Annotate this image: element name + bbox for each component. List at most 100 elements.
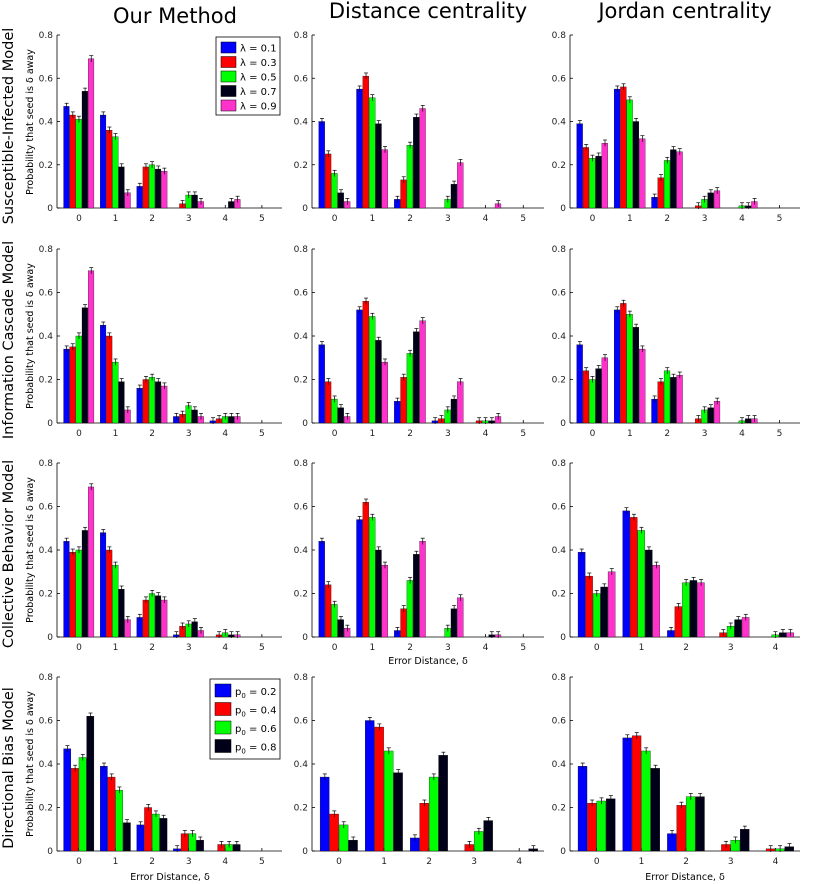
bar-3-cat-2: [406, 145, 414, 209]
bar-1-cat-0: [63, 748, 72, 852]
y-tick-label: 0.2: [294, 161, 308, 171]
bar-2-cat-1: [362, 75, 369, 209]
legend-label: λ = 0.9: [240, 102, 277, 113]
bar-3-cat-0: [78, 757, 87, 852]
bar-2-cat-2: [142, 379, 149, 424]
y-tick-label: 0.8: [294, 673, 309, 683]
bar-3-cat-2: [682, 582, 690, 638]
bar-4-cat-2: [155, 595, 162, 638]
bar-5-cat-2: [676, 374, 683, 424]
x-tick-label: 3: [445, 643, 451, 653]
chart-3-1: 0 0.2 0.4 0.6 0.8 0 1 2 3 4 5: [39, 459, 282, 653]
bar-4-cat-2: [689, 580, 698, 638]
y-tick-label: 0.6: [552, 289, 567, 299]
col-title-jordan-centrality: Jordan centrality: [596, 0, 771, 23]
x-tick-label: 5: [520, 643, 526, 653]
bar-2-cat-0: [582, 147, 590, 209]
y-tick-label: 0.4: [294, 118, 309, 128]
bar-2-cat-1: [362, 301, 369, 424]
x-tick-label: 2: [426, 857, 432, 867]
bar-4-cat-0: [81, 91, 88, 209]
y-tick-label: 0.8: [294, 245, 309, 255]
bar-5-cat-3: [713, 401, 721, 424]
bar-2-cat-2: [144, 807, 152, 852]
chart-4-2: 0 0.2 0.4 0.6 0.8 0 1 2 3 4: [294, 673, 544, 867]
bar-1-cat-1: [356, 309, 363, 424]
x-tick-label: 1: [627, 214, 633, 224]
x-tick-label: 5: [259, 214, 265, 224]
legend-swatch: [220, 99, 237, 112]
bar-1-cat-0: [319, 776, 330, 852]
y-tick-label: 0.2: [294, 376, 308, 386]
x-tick-label: 2: [407, 429, 413, 439]
bar-2-cat-0: [585, 575, 593, 638]
x-tick-label: 3: [702, 429, 708, 439]
x-tick-label: 4: [222, 214, 228, 224]
x-tick-label: 4: [739, 429, 745, 439]
x-tick-label: 4: [739, 214, 745, 224]
bar-5-cat-3: [457, 381, 464, 424]
legend-label: p0 = 0.8: [235, 743, 276, 756]
x-tick-label: 0: [76, 429, 82, 439]
bar-4-cat-2: [155, 168, 162, 209]
legend-swatch: [214, 683, 232, 698]
bar-3-cat-0: [75, 549, 82, 638]
bar-2-cat-0: [69, 114, 76, 209]
bar-4-cat-1: [632, 327, 640, 424]
bar-2-cat-1: [106, 335, 113, 424]
bar-3-cat-0: [592, 593, 601, 638]
legend-label: p0 = 0.4: [235, 706, 276, 719]
bar-1-cat-2: [651, 398, 658, 424]
legend-label: λ = 0.3: [240, 58, 277, 69]
bar-3-cat-1: [369, 517, 376, 638]
legend-swatch: [214, 702, 232, 716]
bar-3-cat-2: [148, 593, 155, 638]
legend-swatch: [220, 70, 237, 83]
bar-3-cat-0: [338, 824, 349, 852]
y-tick-label: 0.8: [294, 31, 309, 41]
bar-5-cat-0: [88, 270, 95, 424]
bar-2-cat-2: [419, 803, 429, 852]
bar-3-cat-0: [331, 604, 338, 638]
y-tick-label: 0.2: [39, 161, 53, 171]
x-tick-label: 5: [777, 214, 783, 224]
y-tick-label: 0.4: [39, 332, 54, 342]
bar-4-cat-0: [595, 368, 602, 424]
y-axis-labels: Probability that seed is δ away Probabil…: [25, 49, 36, 837]
bar-3-cat-0: [75, 335, 82, 424]
x-tick-label: 0: [332, 643, 338, 653]
bar-2-cat-0: [69, 346, 76, 424]
y-tick-label: 0.4: [39, 760, 54, 770]
x-tick-label: 3: [186, 857, 192, 867]
bar-4-cat-1: [645, 549, 653, 638]
bar-4-cat-0: [86, 716, 95, 852]
bar-2-cat-1: [106, 549, 113, 638]
bar-5-cat-3: [457, 162, 464, 209]
bar-1-cat-0: [63, 348, 70, 424]
bar-2-cat-0: [587, 803, 597, 852]
y-label-row-3: Probability that seed is δ away: [25, 477, 36, 623]
x-tick-label: 5: [259, 857, 265, 867]
y-tick-label: 0.2: [552, 590, 566, 600]
bar-4-cat-2: [670, 149, 677, 209]
bar-1-cat-0: [318, 344, 325, 424]
bar-3-cat-0: [331, 398, 338, 424]
x-tick-label: 0: [336, 857, 342, 867]
bar-4-cat-2: [413, 117, 420, 209]
x-tick-label: 1: [113, 643, 119, 653]
x-tick-label: 2: [683, 643, 689, 653]
x-tick-label: 3: [471, 857, 477, 867]
row-title-susceptible-infected: Susceptible-Infected Model: [1, 28, 17, 225]
bar-3-cat-2: [663, 370, 671, 424]
x-tick-label: 0: [594, 643, 600, 653]
chart-1-1: 0 0.2 0.4 0.6 0.8 0 1 2 3 4 5 λ = 0.1 λ = 0.3 λ = 0.5…: [39, 31, 282, 224]
bar-2-cat-0: [329, 813, 339, 852]
bar-2-cat-2: [142, 166, 149, 209]
y-tick-label: 0.6: [552, 503, 567, 513]
bar-1-cat-2: [394, 401, 401, 424]
bar-4-cat-2: [670, 377, 677, 424]
x-label-directional-our-method: Error Distance, δ: [130, 872, 210, 883]
x-tick-label: 0: [594, 857, 600, 867]
bar-3-cat-1: [112, 361, 119, 424]
